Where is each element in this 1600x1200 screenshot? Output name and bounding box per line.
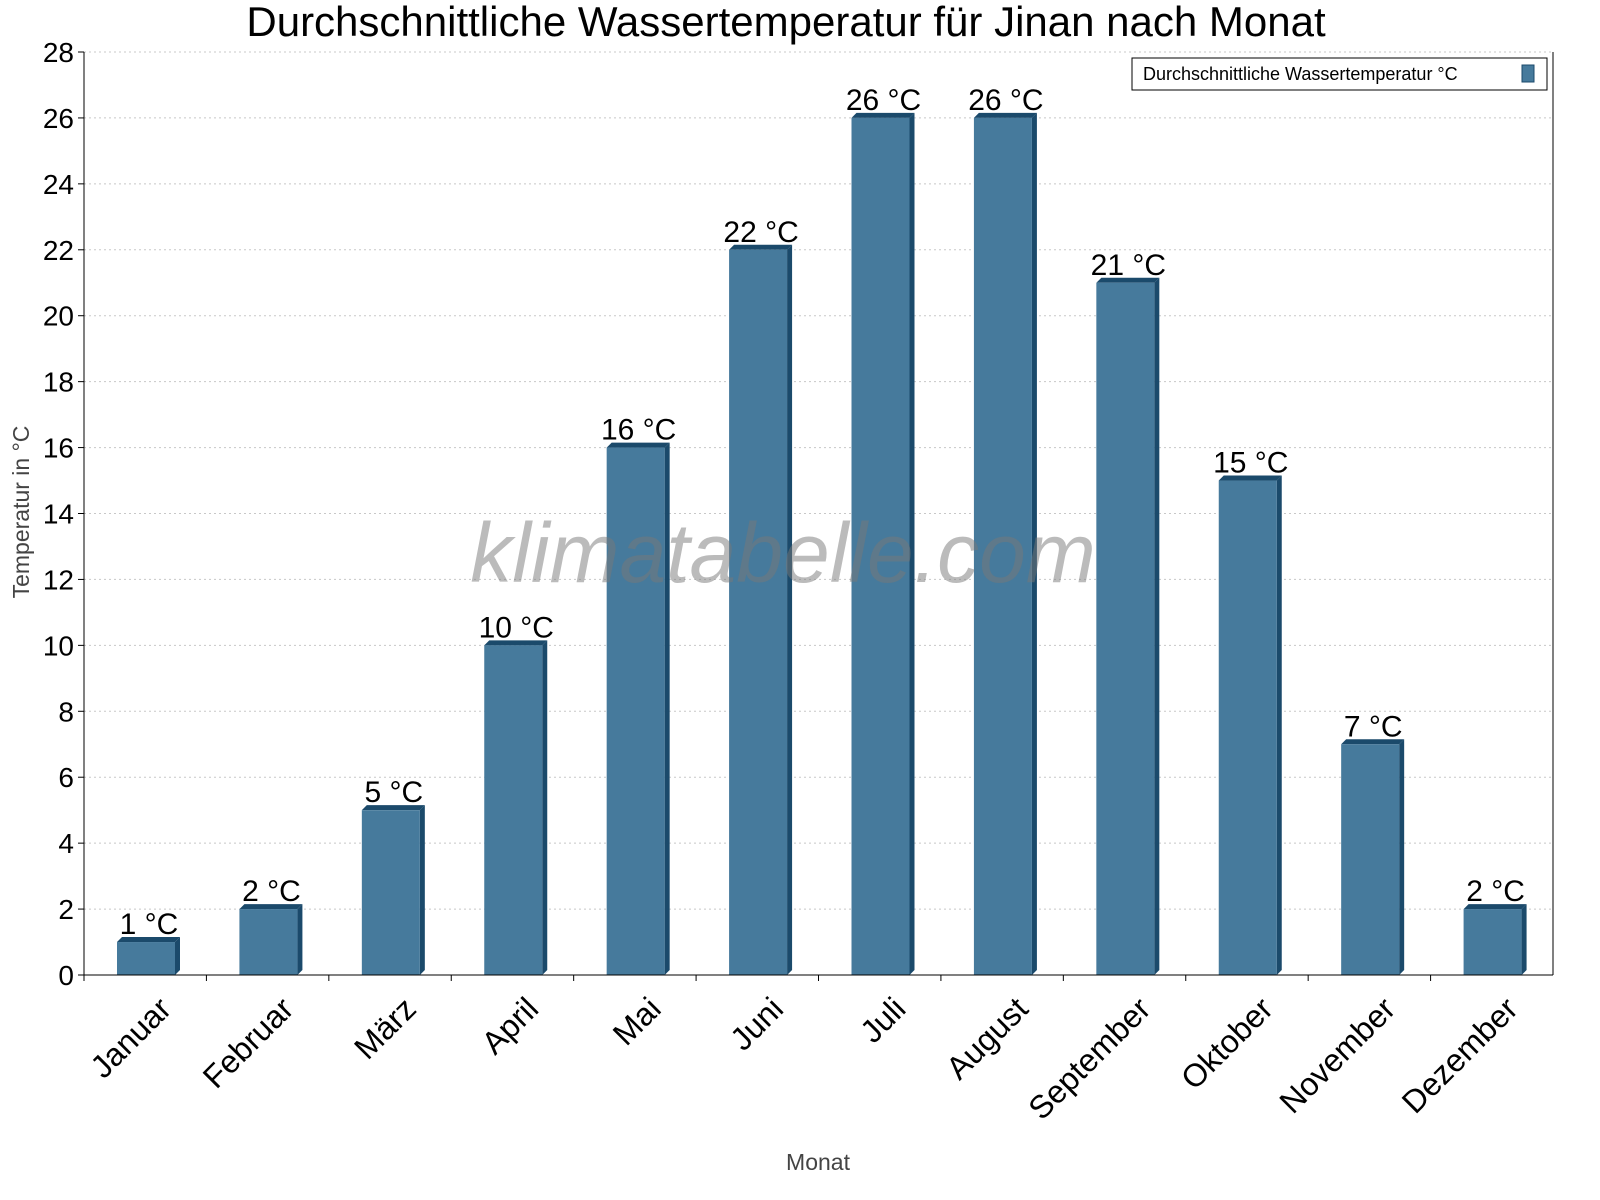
- data-label: 2 °C: [242, 875, 301, 908]
- bar: [117, 942, 175, 975]
- bar-oktober: [1218, 475, 1282, 975]
- bar: [729, 249, 788, 976]
- y-tick-label: 0: [58, 960, 74, 991]
- data-label: 26 °C: [968, 84, 1043, 117]
- bar: [1218, 480, 1277, 975]
- y-tick-label: 8: [58, 696, 74, 727]
- bar: [484, 645, 543, 975]
- x-axis-label: Monat: [786, 1149, 851, 1175]
- y-tick-label: 10: [43, 630, 74, 661]
- data-label: 15 °C: [1213, 447, 1288, 480]
- bar-side: [1399, 739, 1405, 975]
- bar-top: [1463, 904, 1527, 910]
- y-tick-label: 14: [43, 499, 74, 530]
- y-tick-label: 22: [43, 235, 74, 266]
- bar-side: [1031, 112, 1037, 975]
- y-tick-label: 12: [43, 564, 74, 595]
- bar-august: [973, 112, 1037, 975]
- y-tick-label: 28: [43, 37, 74, 68]
- y-tick-label: 6: [58, 762, 74, 793]
- bar-april: [484, 640, 548, 975]
- x-tick-label: Oktober: [1174, 990, 1280, 1096]
- bars: [117, 112, 1527, 976]
- bar-top: [1341, 739, 1405, 745]
- bar: [1463, 909, 1522, 975]
- bar-juli: [851, 112, 915, 975]
- bar-mai: [606, 442, 670, 976]
- x-tick-label: Dezember: [1395, 990, 1525, 1120]
- y-tick-label: 16: [43, 433, 74, 464]
- x-tick-label: September: [1021, 990, 1157, 1126]
- bar-side: [909, 112, 915, 975]
- bar-side: [419, 805, 425, 975]
- data-label: 21 °C: [1091, 249, 1166, 282]
- gridlines: [84, 51, 1553, 910]
- x-tick-label: November: [1272, 990, 1402, 1120]
- data-label: 16 °C: [601, 414, 676, 447]
- bar: [361, 810, 420, 975]
- bar-top: [361, 805, 425, 811]
- watermark: klimatabelle.com: [470, 506, 1096, 600]
- data-label: 26 °C: [846, 84, 921, 117]
- bar-top: [973, 112, 1037, 118]
- y-tick-label: 2: [58, 894, 74, 925]
- y-tick-label: 24: [43, 169, 74, 200]
- x-tick-label: Februar: [196, 990, 301, 1095]
- bar: [1096, 282, 1155, 975]
- bar-top: [606, 442, 670, 448]
- legend-label: Durchschnittliche Wassertemperatur °C: [1143, 64, 1458, 84]
- bar-juni: [729, 244, 793, 976]
- bar-top: [729, 244, 793, 250]
- chart-title: Durchschnittliche Wassertemperatur für J…: [246, 0, 1326, 45]
- y-tick-label: 18: [43, 367, 74, 398]
- data-label: 1 °C: [120, 908, 179, 941]
- bar: [606, 447, 665, 976]
- bar-side: [1276, 475, 1282, 975]
- bar-top: [239, 904, 303, 910]
- y-axis-label: Temperatur in °C: [8, 426, 34, 599]
- bar-side: [542, 640, 548, 975]
- bar-side: [1521, 904, 1527, 975]
- data-label: 7 °C: [1344, 710, 1403, 743]
- x-tick-label: März: [347, 990, 423, 1066]
- bar-september: [1096, 277, 1160, 975]
- legend-swatch: [1521, 64, 1535, 83]
- y-tick-label: 26: [43, 103, 74, 134]
- bar-märz: [361, 805, 425, 975]
- bar-side: [1154, 277, 1160, 975]
- bar-side: [787, 244, 793, 976]
- bar: [1341, 744, 1400, 975]
- y-tick-label: 4: [58, 828, 74, 859]
- bar-januar: [117, 937, 180, 975]
- data-label: 22 °C: [723, 216, 798, 249]
- bar-februar: [239, 904, 303, 975]
- x-tick-label: April: [475, 990, 546, 1061]
- x-tick-label: Januar: [83, 990, 178, 1085]
- bar-side: [175, 937, 180, 975]
- data-label: 10 °C: [479, 611, 554, 644]
- x-tick-label: August: [939, 990, 1035, 1086]
- bar-top: [1218, 475, 1282, 481]
- bar: [973, 117, 1032, 975]
- data-labels: 1 °C 2 °C 5 °C 10 °C 16 °C 22 °C 26 °C 26 °C 21 …: [120, 84, 1525, 941]
- bar-top: [117, 937, 180, 943]
- bar-dezember: [1463, 904, 1527, 975]
- bar-top: [484, 640, 548, 646]
- x-tick-label: Juli: [853, 990, 912, 1049]
- bar-side: [297, 904, 303, 975]
- bar-side: [664, 442, 670, 976]
- bar-top: [851, 112, 915, 118]
- bar: [239, 909, 298, 975]
- bar-november: [1341, 739, 1405, 975]
- x-tick-label: Juni: [723, 990, 790, 1057]
- bar: [851, 117, 910, 975]
- x-tick-label: Mai: [606, 990, 668, 1052]
- legend: Durchschnittliche Wassertemperatur °C: [1131, 57, 1548, 91]
- data-label: 5 °C: [364, 776, 423, 809]
- bar-top: [1096, 277, 1160, 283]
- data-label: 2 °C: [1466, 875, 1525, 908]
- y-tick-label: 20: [43, 301, 74, 332]
